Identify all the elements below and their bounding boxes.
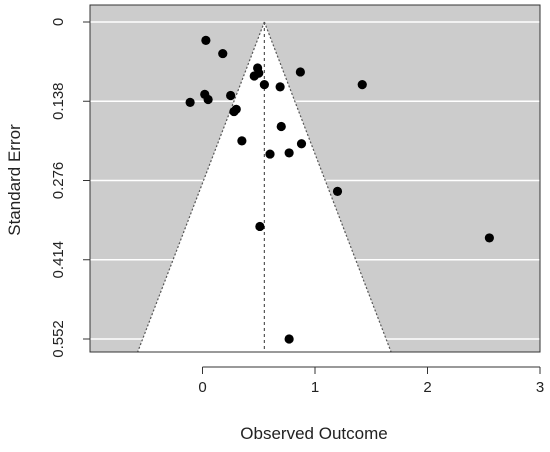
data-point (284, 334, 294, 344)
y-tick-label: 0.414 (50, 241, 67, 279)
data-point (203, 94, 213, 105)
funnel-right-edge (263, 21, 392, 353)
data-point (332, 186, 343, 197)
x-tick-label: 2 (423, 379, 431, 396)
funnel-left-edge (137, 21, 265, 353)
data-point (259, 79, 269, 90)
y-tick-label: 0.138 (50, 82, 67, 120)
data-point (255, 221, 265, 232)
axes: 0 0.138 0.276 0.414 0.552 0 1 2 3 (50, 4, 544, 396)
data-point (275, 82, 285, 92)
data-point (237, 136, 247, 146)
data-point (295, 67, 305, 77)
data-points (185, 35, 494, 344)
x-axis-label: Observed Outcome (240, 424, 387, 443)
y-tick-label: 0.276 (50, 162, 67, 200)
y-axis-label: Standard Error (5, 124, 24, 236)
x-tick-label: 3 (536, 379, 544, 396)
data-point (296, 139, 307, 149)
funnel-region (137, 21, 392, 353)
data-point (229, 106, 239, 117)
data-point (201, 35, 211, 45)
funnel-area (137, 22, 392, 352)
data-point (484, 233, 494, 243)
data-point (276, 121, 286, 132)
y-tick-label: 0 (50, 18, 67, 26)
x-tick-label: 1 (311, 379, 319, 396)
data-point (357, 79, 367, 90)
x-tick-label: 0 (198, 379, 206, 396)
data-point (249, 71, 259, 81)
data-point (226, 90, 236, 101)
data-point (185, 97, 195, 107)
data-point (284, 148, 294, 158)
data-point (218, 48, 228, 59)
data-point (265, 149, 275, 159)
y-tick-label: 0.552 (50, 320, 67, 358)
